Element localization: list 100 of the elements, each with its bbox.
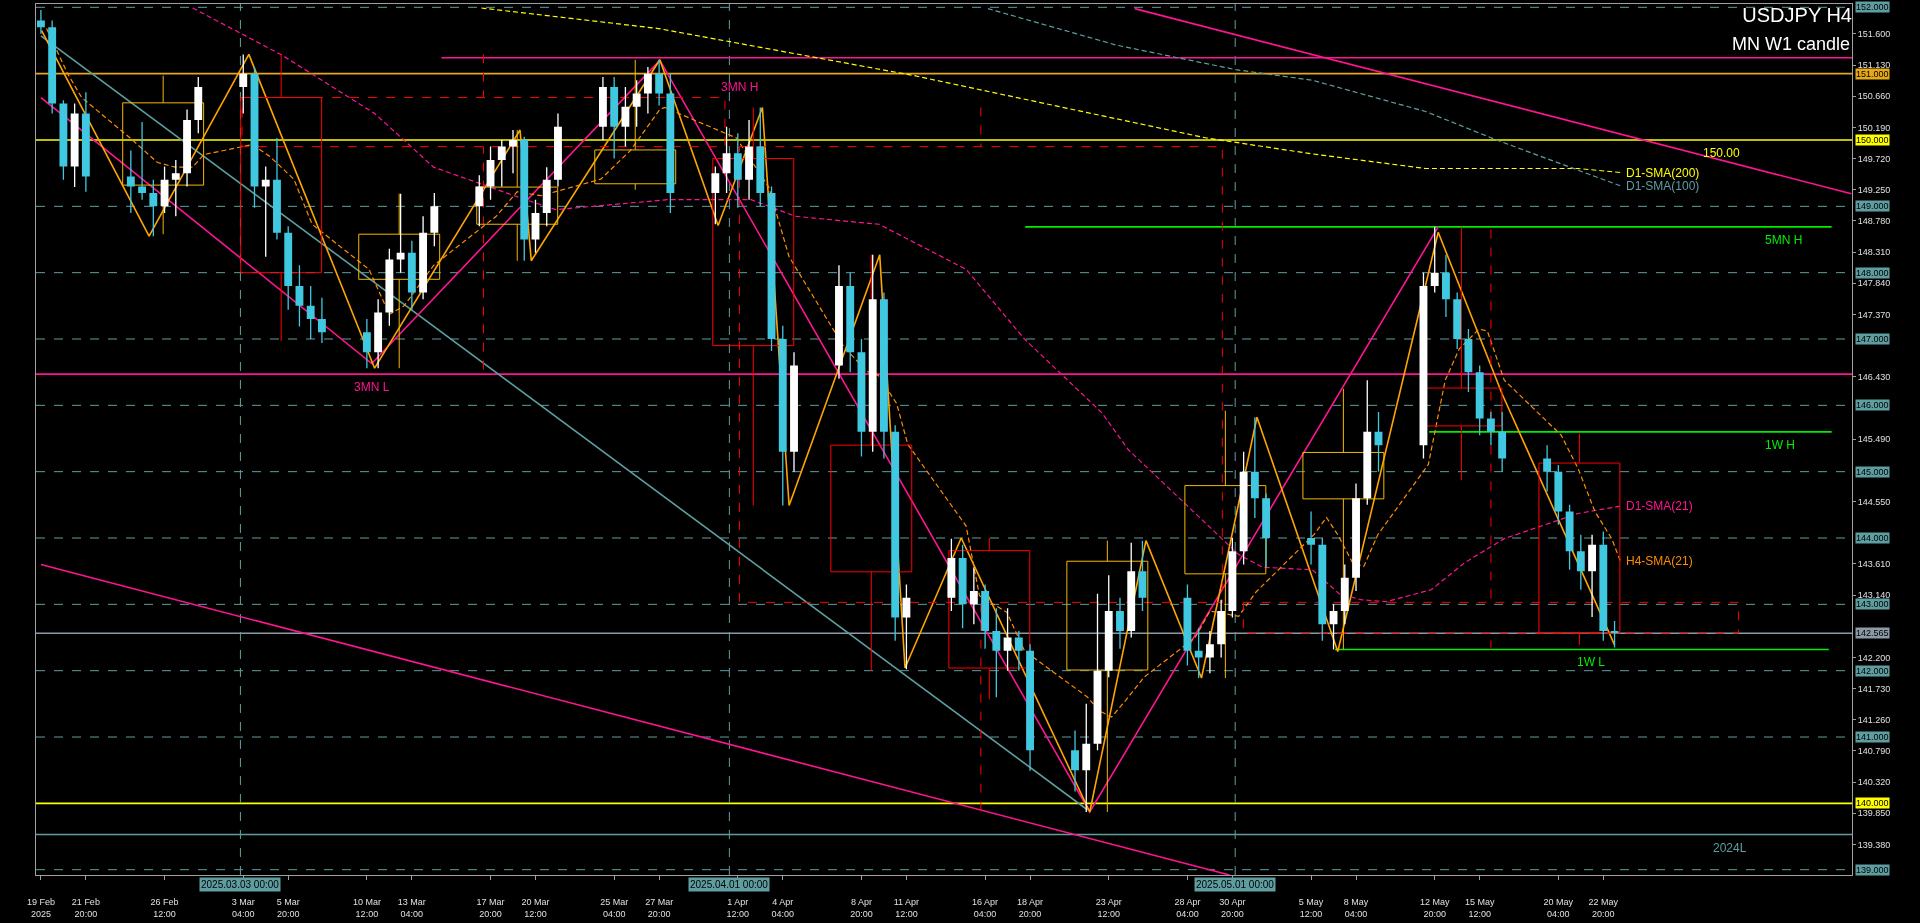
series-label: H4-SMA(21) xyxy=(1626,554,1693,568)
x-tick-label: 21 Feb 20:00 xyxy=(71,896,100,919)
series-label: D1-SMA(100) xyxy=(1626,179,1700,193)
chart-title: USDJPY H4 xyxy=(1742,4,1852,26)
candlestick xyxy=(1576,534,1585,590)
candlestick xyxy=(958,544,967,629)
candlestick xyxy=(1318,538,1327,641)
candlestick xyxy=(1442,254,1450,318)
annotation: 3MN H xyxy=(721,80,759,94)
x-tick-label: 12 May 20:00 xyxy=(1419,896,1450,919)
x-tick-label: 30 Apr 20:00 xyxy=(1219,896,1246,919)
candlestick xyxy=(1554,465,1563,525)
candlestick xyxy=(419,216,428,300)
candlestick xyxy=(947,538,956,611)
candlestick xyxy=(756,107,765,207)
y-tick-label: 141.260 xyxy=(1857,714,1891,725)
candlestick xyxy=(36,9,45,34)
candlestick xyxy=(1498,411,1507,472)
candlestick xyxy=(1003,608,1012,671)
x-tick-label: 25 Mar 04:00 xyxy=(600,896,629,919)
candlestick xyxy=(1205,630,1214,674)
y-tick-label: 151.600 xyxy=(1857,29,1891,39)
annotation: 2024L xyxy=(1713,841,1747,855)
y-tick-label: 139.380 xyxy=(1857,839,1891,850)
candlestick xyxy=(1026,644,1034,771)
ref-line-label: 146.000 xyxy=(1856,400,1889,410)
ref-line-label: 149.000 xyxy=(1856,201,1889,211)
annotation: 5MN H xyxy=(1765,233,1803,247)
ref-line-label: 2025.05.01 00:00 xyxy=(1196,879,1275,890)
candlestick xyxy=(722,126,731,194)
candlestick xyxy=(1307,511,1315,565)
candlestick xyxy=(171,159,180,217)
candlestick xyxy=(599,76,607,140)
y-tick-label: 149.720 xyxy=(1857,153,1891,164)
series-label: D1-SMA(21) xyxy=(1626,499,1693,513)
y-tick-label: 140.790 xyxy=(1857,746,1891,757)
ref-line-label: 142.000 xyxy=(1856,666,1889,676)
candlestick xyxy=(711,166,720,225)
y-tick-label: 151.130 xyxy=(1857,60,1891,71)
candlestick xyxy=(194,76,203,134)
candlestick xyxy=(239,54,248,114)
x-tick-label: 13 Mar 04:00 xyxy=(397,896,426,919)
candlestick xyxy=(621,86,630,147)
y-tick-label: 150.190 xyxy=(1857,122,1891,133)
candlestick xyxy=(138,122,147,200)
x-tick-label: 10 Mar 12:00 xyxy=(352,896,381,919)
candlestick xyxy=(846,272,855,373)
x-tick-label: 5 Mar 20:00 xyxy=(276,896,300,919)
candlestick xyxy=(1475,365,1484,436)
y-tick-label: 147.840 xyxy=(1857,278,1891,289)
candlestick xyxy=(992,608,1001,698)
ref-line-label: 140.000 xyxy=(1856,798,1889,808)
candlestick xyxy=(48,20,57,114)
candlestick xyxy=(59,100,68,180)
candlestick xyxy=(306,285,315,339)
candlestick xyxy=(358,193,441,369)
x-tick-label: 18 Apr 20:00 xyxy=(1017,896,1044,919)
candlestick xyxy=(733,133,742,208)
candlestick xyxy=(542,167,551,227)
x-tick-label: 20 Mar 12:00 xyxy=(521,896,550,919)
candlestick xyxy=(1588,534,1596,617)
series-label: D1-SMA(200) xyxy=(1626,166,1700,180)
candlestick xyxy=(1565,504,1574,570)
y-tick-label: 144.550 xyxy=(1857,496,1891,507)
annotation: 150.00 xyxy=(1703,146,1741,160)
x-tick-label: 11 Apr 12:00 xyxy=(893,896,920,919)
ref-line-label: 152.000 xyxy=(1856,2,1889,12)
y-tick-label: 143.610 xyxy=(1857,559,1891,570)
y-tick-label: 140.320 xyxy=(1857,777,1891,788)
x-tick-label: 8 Apr 20:00 xyxy=(850,896,873,919)
candlestick xyxy=(835,265,843,379)
candlestick xyxy=(1239,451,1248,565)
candlestick xyxy=(407,240,416,310)
y-tick-label: 148.310 xyxy=(1857,247,1891,258)
candlestick xyxy=(509,130,517,174)
y-tick-label: 146.430 xyxy=(1857,371,1891,382)
candlestick xyxy=(1250,417,1259,519)
x-tick-label: 27 Mar 20:00 xyxy=(645,896,674,919)
candlestick xyxy=(183,109,191,187)
x-tick-label: 28 Apr 04:00 xyxy=(1174,896,1201,919)
ref-line-label: 148.000 xyxy=(1856,268,1889,278)
candlestick xyxy=(1262,493,1271,568)
annotation: 3MN L xyxy=(354,380,390,394)
candlestick xyxy=(610,76,619,159)
candlestick xyxy=(70,103,79,188)
x-tick-label: 22 May 20:00 xyxy=(1588,896,1619,919)
candlestick xyxy=(1352,483,1360,592)
y-tick-label: 145.490 xyxy=(1857,434,1891,445)
annotation: 1W L xyxy=(1577,655,1606,669)
candlestick xyxy=(1116,597,1124,649)
candlestick xyxy=(273,138,281,240)
x-tick-label: 19 Feb 2025 xyxy=(26,896,55,919)
candlestick xyxy=(475,175,484,227)
candlestick xyxy=(554,113,562,187)
text: MN W1 candle xyxy=(1732,34,1851,54)
candlestick xyxy=(643,67,652,114)
candlestick xyxy=(1217,599,1226,658)
x-tick-label: 26 Feb 12:00 xyxy=(150,896,179,919)
ref-line-label: 2025.04.01 00:00 xyxy=(690,879,769,890)
ref-line-label: 151.000 xyxy=(1856,69,1889,79)
